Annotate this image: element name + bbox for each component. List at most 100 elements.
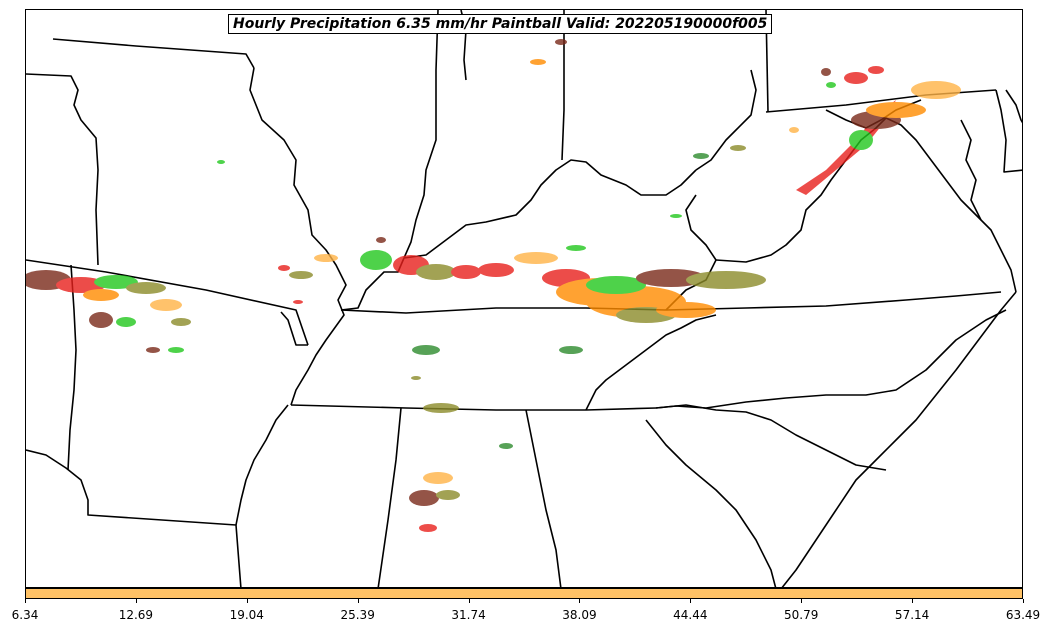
map-title: Hourly Precipitation 6.35 mm/hr Paintbal… xyxy=(228,14,773,34)
precip-cell xyxy=(416,264,456,280)
border-alabama-georgia xyxy=(525,409,562,587)
border-pennsylvania-south xyxy=(765,89,997,113)
colorbar-tick-label: 50.79 xyxy=(784,608,819,622)
precip-cell xyxy=(559,346,583,354)
border-delmarva xyxy=(1005,89,1022,124)
colorbar-tick-mark xyxy=(912,599,914,603)
precip-cell xyxy=(293,300,303,304)
colorbar-tick-label: 12.69 xyxy=(118,608,154,622)
colorbar-tick-label: 19.04 xyxy=(229,608,264,622)
precip-cell xyxy=(94,275,138,289)
precip-cell xyxy=(150,299,182,311)
border-tennessee-south xyxy=(290,404,657,411)
precip-cell xyxy=(419,524,437,532)
border-sc-nc xyxy=(655,404,887,471)
colorbar-tick-mark xyxy=(579,599,581,603)
border-virginia-south xyxy=(665,291,1002,311)
precip-cell xyxy=(89,312,113,328)
precip-cell xyxy=(911,81,961,99)
colorbar xyxy=(25,588,1023,599)
precip-cell xyxy=(116,317,136,327)
border-chesapeake xyxy=(960,119,982,221)
precip-cell xyxy=(412,345,440,355)
precip-cell xyxy=(83,289,119,301)
precip-cells xyxy=(26,39,961,532)
border-arkansas-la xyxy=(26,449,242,587)
border-mississippi-river xyxy=(249,67,347,406)
colorbar-tick-label: 63.49 xyxy=(1005,608,1041,622)
precip-cell xyxy=(849,130,873,150)
precip-cell xyxy=(146,347,160,353)
precip-cell xyxy=(360,250,392,270)
border-kansas-missouri xyxy=(26,259,309,346)
colorbar-tick-mark xyxy=(135,599,137,603)
border-ohio-east xyxy=(695,69,757,171)
border-delaware xyxy=(995,89,1022,173)
precip-cell xyxy=(436,490,460,500)
border-missouri-arkansas xyxy=(280,311,308,346)
precip-cell xyxy=(451,265,481,279)
colorbar-tick-label: 57.14 xyxy=(894,608,930,622)
precip-cell xyxy=(670,214,682,218)
precip-cell xyxy=(168,347,184,353)
precip-cell xyxy=(278,265,290,271)
border-illinois-indiana xyxy=(403,10,439,259)
border-ohio-river-ky xyxy=(403,159,697,259)
colorbar-tick-label: 6.34 xyxy=(11,608,39,622)
precip-cell xyxy=(171,318,191,326)
precip-cell xyxy=(586,276,646,294)
precip-cell xyxy=(514,252,558,264)
colorbar-tick-label: 25.39 xyxy=(340,608,375,622)
precip-cell xyxy=(530,59,546,65)
colorbar-tick-mark xyxy=(357,599,359,603)
state-borders xyxy=(26,10,1022,587)
colorbar-tick-mark xyxy=(246,599,248,603)
border-ohio-river xyxy=(340,257,405,311)
colorbar-tick-label: 44.44 xyxy=(673,608,708,622)
precip-cell xyxy=(217,160,225,164)
precip-cell xyxy=(423,472,453,484)
precip-cell xyxy=(656,302,716,318)
border-sc-ga xyxy=(645,419,777,587)
border-mississippi-alabama xyxy=(377,407,402,587)
precip-cell xyxy=(868,66,884,74)
precip-cell xyxy=(478,263,514,277)
colorbar-ticks: 6.34 12.69 19.04 25.39 31.74 38.09 44.44 50.79 5… xyxy=(0,599,1053,633)
colorbar-tick-label: 38.09 xyxy=(562,608,597,622)
precip-cell xyxy=(56,277,106,293)
colorbar-tick-mark xyxy=(801,599,803,603)
border-tennessee-nc xyxy=(655,309,1007,409)
precip-cell xyxy=(409,490,439,506)
colorbar-tick-mark xyxy=(468,599,470,603)
precip-cell xyxy=(730,145,746,151)
border-iowa-missouri xyxy=(26,73,99,266)
border-tennessee-east xyxy=(585,314,717,411)
precip-cell xyxy=(826,82,836,88)
precip-cell xyxy=(126,282,166,294)
precip-cell xyxy=(376,237,386,243)
colorbar-tick-mark xyxy=(690,599,692,603)
border-arkansas-ms xyxy=(235,404,289,526)
precip-cell xyxy=(693,153,709,159)
border-kentucky-west-virginia xyxy=(665,194,717,311)
border-coast-nc xyxy=(781,291,1017,587)
precip-cell xyxy=(844,72,868,84)
precip-cell xyxy=(686,271,766,289)
colorbar-tick-mark xyxy=(25,599,26,603)
precip-cell xyxy=(314,254,338,262)
border-missouri-north xyxy=(52,38,255,69)
border-virginia-coast xyxy=(885,117,1017,293)
precip-cell xyxy=(411,376,421,380)
precip-cell xyxy=(423,403,459,413)
border-oklahoma-arkansas xyxy=(67,264,77,471)
precipitation-map xyxy=(26,10,1022,587)
precip-cell xyxy=(866,102,926,118)
precip-cell xyxy=(566,245,586,251)
colorbar-tick-label: 31.74 xyxy=(451,608,486,622)
colorbar-tick-mark xyxy=(1023,599,1024,603)
precip-cell xyxy=(499,443,513,449)
precip-cell xyxy=(821,68,831,76)
precip-cell xyxy=(289,271,313,279)
precip-cell xyxy=(555,39,567,45)
map-panel xyxy=(25,9,1023,588)
